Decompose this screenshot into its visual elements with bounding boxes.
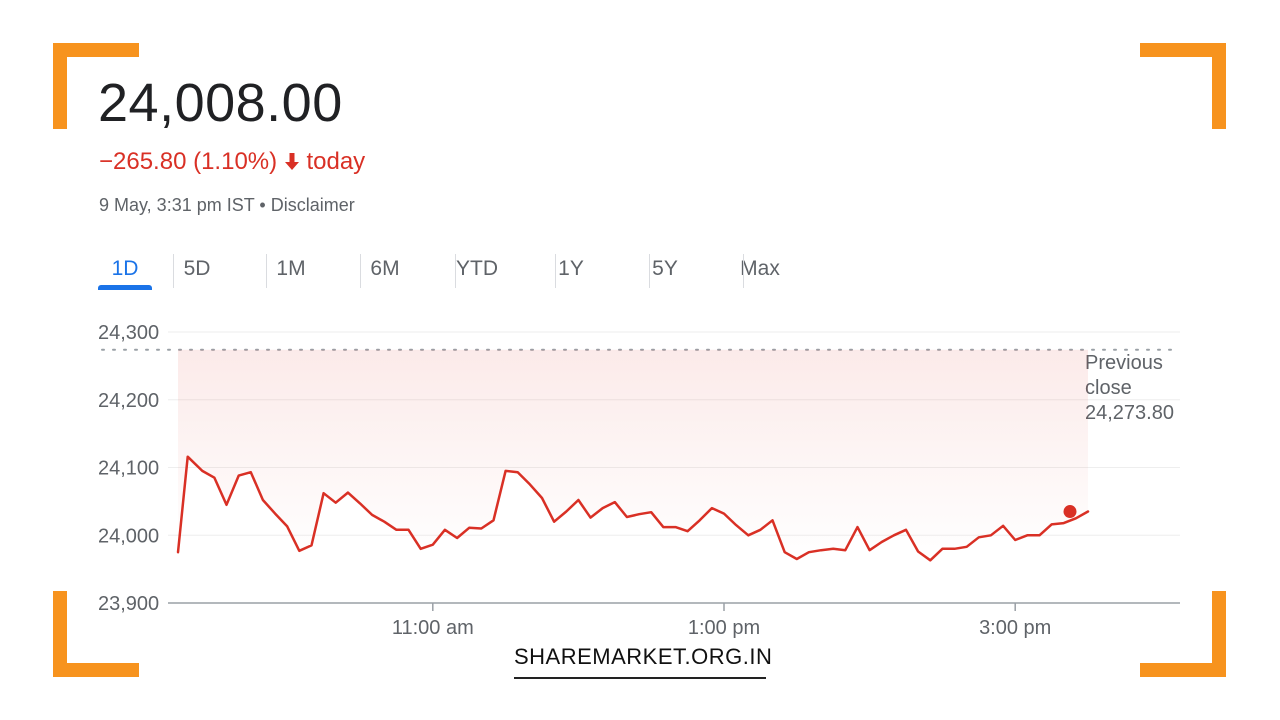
quote-timestamp: 9 May, 3:31 pm IST — [99, 195, 255, 215]
arrow-down-icon — [284, 153, 299, 170]
tab-1d[interactable]: 1D — [98, 250, 152, 290]
y-tick-label: 24,000 — [98, 525, 159, 547]
tab-divider — [649, 254, 650, 288]
tab-1m[interactable]: 1M — [276, 257, 306, 280]
tab-divider — [266, 254, 267, 288]
previous-close-label: close — [1085, 377, 1132, 399]
tab-ytd[interactable]: YTD — [456, 257, 498, 280]
quote-meta: 9 May, 3:31 pm IST • Disclaimer — [99, 195, 355, 216]
price-change-value: −265.80 (1.10%) — [99, 148, 278, 175]
y-tick-label: 24,200 — [98, 390, 159, 412]
time-range-tabs: 1D 5D 1M 6M YTD 1Y 5Y Max — [98, 250, 786, 290]
tab-divider — [360, 254, 361, 288]
y-tick-label: 24,300 — [98, 322, 159, 344]
x-tick-label: 3:00 pm — [979, 617, 1051, 639]
watermark-underline — [514, 677, 766, 679]
tab-divider — [555, 254, 556, 288]
last-value-dot — [1063, 505, 1077, 519]
site-watermark: SHAREMARKET.ORG.IN — [514, 644, 773, 669]
x-tick-label: 1:00 pm — [688, 617, 760, 639]
tab-6m[interactable]: 6M — [370, 257, 400, 280]
previous-close-label: 24,273.80 — [1085, 402, 1174, 424]
y-tick-label: 24,100 — [98, 458, 159, 480]
previous-close-label: Previous — [1085, 352, 1163, 374]
tab-1y[interactable]: 1Y — [558, 257, 584, 280]
tab-5y[interactable]: 5Y — [652, 257, 678, 280]
tab-divider — [173, 254, 174, 288]
series-line — [176, 455, 1090, 562]
y-tick-label: 23,900 — [98, 593, 159, 615]
tab-max[interactable]: Max — [740, 257, 780, 280]
current-price: 24,008.00 — [98, 73, 343, 133]
tab-divider — [455, 254, 456, 288]
price-change: −265.80 (1.10%) today — [99, 148, 365, 176]
tab-divider — [743, 254, 744, 288]
meta-separator: • — [259, 195, 266, 215]
series-area — [178, 349, 1088, 561]
disclaimer-link[interactable]: Disclaimer — [270, 195, 355, 215]
x-tick-label: 11:00 am — [392, 617, 474, 639]
price-change-suffix: today — [306, 148, 366, 175]
tab-5d[interactable]: 5D — [183, 257, 211, 280]
